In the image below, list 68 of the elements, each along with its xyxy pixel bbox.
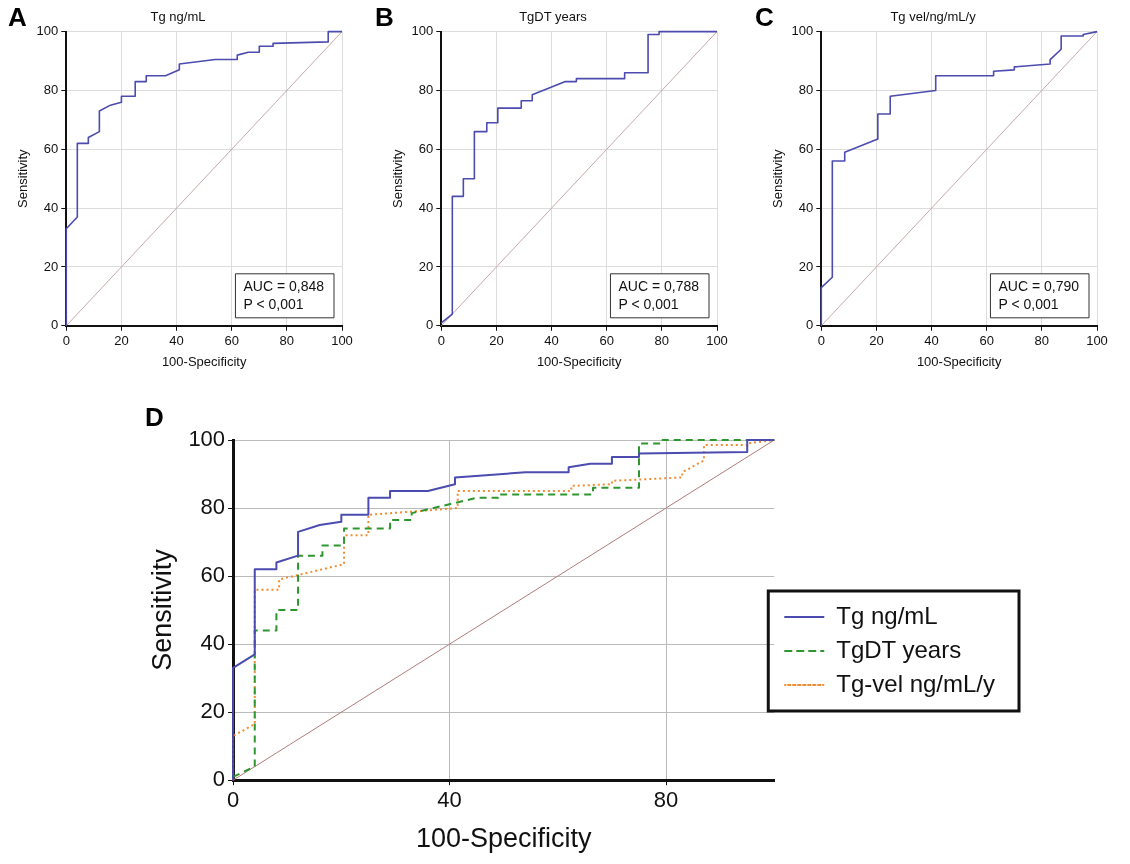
y-axis-title: Sensitivity [390, 148, 406, 208]
y-tick-label: 0 [426, 317, 434, 333]
y-tick-label: 20 [200, 698, 226, 724]
y-tick-label: 60 [798, 140, 814, 156]
x-tick-label: 20 [114, 333, 129, 349]
y-tick-label: 80 [43, 82, 59, 98]
y-tick-label: 60 [43, 140, 59, 156]
y-tick-label: 20 [798, 258, 814, 274]
y-axis-title: Sensitivity [15, 148, 31, 208]
y-tick-label: 100 [188, 426, 226, 452]
x-tick-label: 80 [654, 333, 670, 349]
legend-label: Tg-vel ng/mL/y [836, 669, 995, 697]
x-tick-label: 40 [169, 333, 184, 349]
x-tick-label: 40 [544, 333, 559, 349]
y-tick-label: 20 [418, 258, 434, 274]
x-tick-label: 60 [979, 333, 994, 349]
y-tick-label: 80 [798, 82, 814, 98]
chart-title: Tg vel/ng/mL/y [890, 9, 977, 25]
x-tick-label: 0 [62, 333, 70, 349]
annotation: P < 0,001 [243, 295, 304, 312]
y-tick-label: 40 [418, 199, 434, 215]
x-tick-label: 0 [817, 333, 825, 349]
annotation: AUC = 0,790 [998, 277, 1080, 294]
x-axis-title: 100-Specificity [536, 353, 622, 369]
x-tick-label: 100 [331, 333, 353, 349]
chart-title: TgDT years [519, 9, 588, 25]
x-axis-title: 100-Specificity [415, 823, 592, 854]
x-tick-label: 0 [437, 333, 445, 349]
x-tick-label: 80 [1034, 333, 1050, 349]
annotation: AUC = 0,788 [618, 277, 700, 294]
x-tick-label: 80 [653, 787, 679, 813]
x-tick-label: 20 [489, 333, 504, 349]
y-tick-label: 0 [51, 317, 59, 333]
x-tick-label: 100 [1086, 333, 1108, 349]
y-tick-label: 100 [411, 23, 434, 39]
annotation: P < 0,001 [998, 295, 1059, 312]
annotation: P < 0,001 [618, 295, 679, 312]
x-tick-label: 100 [706, 333, 728, 349]
y-tick-label: 0 [806, 317, 814, 333]
y-tick-label: 40 [43, 199, 59, 215]
y-axis-title: Sensitivity [770, 148, 786, 208]
text: C [755, 2, 774, 33]
y-tick-label: 60 [418, 140, 434, 156]
y-tick-label: 80 [418, 82, 434, 98]
y-tick-label: 40 [798, 199, 814, 215]
x-tick-label: 80 [279, 333, 295, 349]
x-axis-title: 100-Specificity [161, 353, 247, 369]
text: D [145, 402, 164, 433]
annotation: AUC = 0,848 [243, 277, 325, 294]
y-tick-label: 20 [43, 258, 59, 274]
x-tick-label: 60 [224, 333, 239, 349]
y-tick-label: 40 [200, 630, 226, 656]
x-axis-title: 100-Specificity [916, 353, 1002, 369]
y-tick-label: 0 [212, 766, 226, 792]
x-tick-label: 20 [869, 333, 884, 349]
text: B [375, 2, 394, 33]
x-tick-label: 40 [924, 333, 939, 349]
y-tick-label: 80 [200, 494, 226, 520]
y-axis-title: Sensitivity [146, 548, 177, 671]
legend-label: TgDT years [836, 635, 962, 663]
y-tick-label: 100 [791, 23, 814, 39]
y-tick-label: 100 [36, 23, 59, 39]
y-tick-label: 60 [200, 562, 226, 588]
x-tick-label: 40 [437, 787, 462, 813]
text: A [8, 2, 27, 33]
x-tick-label: 60 [599, 333, 614, 349]
chart-title: Tg ng/mL [150, 9, 206, 25]
legend-label: Tg ng/mL [836, 601, 938, 629]
